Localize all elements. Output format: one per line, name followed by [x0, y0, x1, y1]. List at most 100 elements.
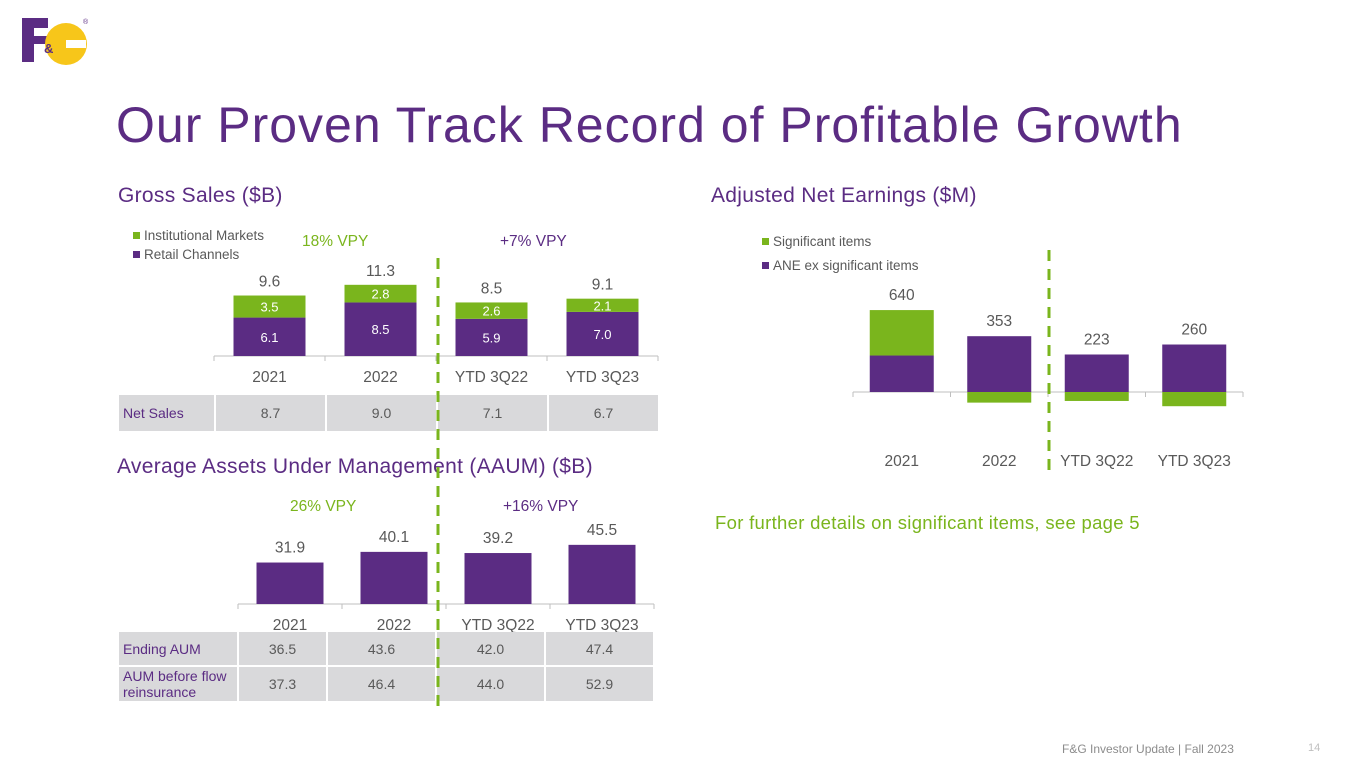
x-tick-label: YTD 3Q22	[455, 369, 528, 386]
legend-swatch-green	[762, 237, 769, 245]
aaum-vpy-ytd: +16% VPY	[503, 498, 579, 515]
bar-institutional	[344, 284, 417, 303]
bar-label-institutional: 2.8	[371, 287, 389, 302]
bar-label-retail: 7.0	[593, 327, 611, 342]
bar-ane-ex-significant	[1064, 354, 1129, 392]
aum-cell: 36.5	[239, 632, 326, 665]
page-number: 14	[1308, 742, 1321, 754]
x-tick-label: 2021	[885, 453, 919, 470]
aum-cell: 52.9	[546, 667, 653, 701]
bar-value-label: 39.2	[483, 530, 513, 547]
x-tick-label: YTD 3Q23	[1158, 453, 1231, 470]
bar-aaum	[464, 553, 532, 604]
x-tick-label: 2022	[377, 617, 411, 634]
aum-cell: 46.4	[328, 667, 435, 701]
aum-cell: 37.3	[239, 667, 326, 701]
x-tick-label: 2022	[982, 453, 1016, 470]
bar-ane-ex-significant	[1162, 344, 1227, 392]
bar-total-label: 8.5	[481, 280, 503, 297]
bar-total-label: 353	[986, 313, 1012, 330]
x-tick-label: YTD 3Q23	[565, 617, 638, 634]
bar-total-label: 640	[889, 287, 915, 304]
gross-sales-vpy-annual: 18% VPY	[302, 233, 369, 250]
bar-total-label: 260	[1181, 322, 1207, 339]
bar-retail	[233, 317, 306, 356]
x-tick-label: 2021	[252, 369, 286, 386]
ane-chart: 640 2021 353 2022 223 YTD 3Q22 260 YTD 3Q23	[852, 287, 1244, 470]
bar-label-retail: 8.5	[371, 322, 389, 337]
bar-total-label: 9.6	[259, 274, 281, 291]
x-tick-label: YTD 3Q22	[461, 617, 534, 634]
gross-sales-title: Gross Sales ($B)	[118, 184, 283, 207]
ane-title: Adjusted Net Earnings ($M)	[711, 184, 977, 207]
bar-significant-items	[869, 310, 934, 356]
bar-significant-items	[967, 392, 1032, 403]
legend-swatch-purple	[133, 251, 140, 258]
legend-swatch-green	[133, 232, 140, 239]
bar-significant-items	[1064, 392, 1129, 401]
aum-row-label: Ending AUM	[119, 632, 237, 665]
bar-retail	[455, 318, 528, 356]
aum-table-row: AUM before flow reinsurance 37.3 46.4 44…	[119, 667, 653, 701]
legend-label-ex-significant: ANE ex significant items	[773, 257, 919, 273]
bar-label-retail: 5.9	[482, 330, 500, 345]
bar-label-institutional: 3.5	[260, 300, 278, 315]
net-sales-cell: 8.7	[216, 395, 325, 431]
period-separator-left	[436, 258, 440, 706]
bar-aaum	[568, 544, 636, 604]
legend-label-institutional: Institutional Markets	[144, 228, 265, 243]
bar-total-label: 223	[1084, 331, 1110, 348]
bar-ane-ex-significant	[967, 336, 1032, 392]
x-tick-label: 2022	[363, 369, 397, 386]
footer-text: F&G Investor Update | Fall 2023	[1062, 742, 1234, 756]
net-sales-cell: 9.0	[327, 395, 436, 431]
net-sales-label: Net Sales	[119, 395, 214, 431]
net-sales-cell: 6.7	[549, 395, 658, 431]
significant-items-footnote: For further details on significant items…	[715, 512, 1140, 533]
legend-label-retail: Retail Channels	[144, 247, 240, 262]
x-tick-label: YTD 3Q23	[566, 369, 639, 386]
net-sales-cell: 7.1	[438, 395, 547, 431]
legend-item-significant: Significant items	[762, 229, 919, 253]
aum-row-label: AUM before flow reinsurance	[119, 667, 237, 701]
bar-aaum	[360, 551, 428, 604]
bar-label-institutional: 2.1	[593, 298, 611, 313]
gross-sales-legend: Institutional Markets Retail Channels	[133, 226, 264, 264]
bar-label-retail: 6.1	[260, 330, 278, 345]
net-sales-row: Net Sales 8.7 9.0 7.1 6.7	[119, 395, 658, 431]
aaum-title: Average Assets Under Management (AAUM) (…	[117, 455, 593, 478]
legend-item-ex-significant: ANE ex significant items	[762, 253, 919, 277]
aum-cell: 43.6	[328, 632, 435, 665]
legend-item-retail: Retail Channels	[133, 245, 264, 264]
aaum-chart: 31.9 2021 40.1 2022 39.2 YTD 3Q22 45.5 YTD 3Q23	[237, 522, 655, 634]
bar-institutional	[566, 298, 639, 312]
aum-cell: 47.4	[546, 632, 653, 665]
bar-retail	[344, 302, 417, 356]
aum-cell: 42.0	[437, 632, 544, 665]
page-title: Our Proven Track Record of Profitable Gr…	[116, 97, 1183, 153]
aum-table-row: Ending AUM 36.5 43.6 42.0 47.4	[119, 632, 653, 665]
bar-aaum	[256, 562, 324, 604]
bar-retail	[566, 311, 639, 356]
bar-label-institutional: 2.6	[482, 304, 500, 319]
x-tick-label: 2021	[273, 617, 307, 634]
logo-registered: ®	[83, 18, 89, 26]
aum-table: Ending AUM 36.5 43.6 42.0 47.4 AUM befor…	[117, 630, 655, 703]
aum-cell: 44.0	[437, 667, 544, 701]
bar-total-label: 11.3	[366, 263, 395, 280]
logo-ampersand: &	[44, 41, 53, 56]
legend-swatch-purple	[762, 261, 769, 269]
gross-sales-chart: 6.1 3.5 9.6 2021 8.5 2.8 11.3 2022 5.9 2.6 8.5 YTD …	[213, 263, 659, 386]
bar-institutional	[455, 302, 528, 319]
bar-value-label: 45.5	[587, 522, 617, 539]
bar-significant-items	[1162, 392, 1227, 407]
bar-value-label: 40.1	[379, 529, 409, 546]
bar-total-label: 9.1	[592, 277, 614, 294]
legend-label-significant: Significant items	[773, 233, 872, 249]
bar-value-label: 31.9	[275, 540, 305, 557]
fg-logo: & ®	[22, 18, 89, 65]
ane-legend: Significant items ANE ex significant ite…	[762, 229, 919, 277]
legend-item-institutional: Institutional Markets	[133, 226, 264, 245]
bar-institutional	[233, 295, 306, 318]
net-sales-table: Net Sales 8.7 9.0 7.1 6.7	[117, 393, 660, 433]
